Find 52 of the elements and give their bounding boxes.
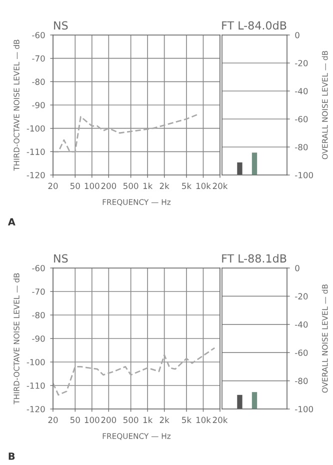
y-tick-label: -70 bbox=[32, 55, 45, 62]
x-tick-label: 200 bbox=[101, 416, 116, 424]
y-tick-label: -110 bbox=[26, 148, 45, 155]
text: B bbox=[8, 452, 15, 460]
y-tick-label: -70 bbox=[32, 288, 45, 295]
y-tick-label: -20 bbox=[295, 60, 308, 66]
y-tick-label: -80 bbox=[32, 312, 45, 318]
x-tick-label: 20k bbox=[212, 182, 228, 190]
x-tick-label: 500 bbox=[124, 416, 138, 424]
x-tick-label: 20 bbox=[48, 416, 58, 424]
x-tick-label: 200 bbox=[101, 182, 116, 190]
x-tick-label: 10k bbox=[196, 182, 211, 190]
y-tick-label: -80 bbox=[295, 378, 308, 384]
y-tick-label: -40 bbox=[295, 88, 308, 94]
x-tick-label: 500 bbox=[124, 182, 138, 190]
y-tick-label: -80 bbox=[295, 144, 308, 150]
y-tick-label: -40 bbox=[295, 321, 308, 328]
x-tick-label: 20k bbox=[212, 416, 228, 424]
y-tick-label: -110 bbox=[26, 382, 45, 389]
y-tick-label: -60 bbox=[295, 116, 308, 122]
y-tick-label: -100 bbox=[295, 406, 313, 412]
y-tick-label: -100 bbox=[295, 172, 313, 178]
x-tick-label: 50 bbox=[70, 416, 80, 424]
x-tick-label: 5k bbox=[182, 182, 192, 190]
x-tick-label: 2k bbox=[160, 182, 170, 189]
x-tick-label: 1k bbox=[143, 182, 153, 189]
chart-title: FT L-88.1dB bbox=[222, 254, 286, 263]
y-tick-label: -80 bbox=[32, 78, 45, 85]
y-tick-label: -60 bbox=[32, 32, 45, 38]
y-tick-label: -100 bbox=[26, 358, 45, 366]
chart-title: NS bbox=[54, 21, 68, 30]
x-tick-label: 100 bbox=[84, 416, 100, 424]
y-tick-label: -90 bbox=[32, 335, 45, 342]
x-tick-label: 5k bbox=[182, 416, 192, 424]
x-tick-label: 20 bbox=[48, 182, 58, 190]
chart-title: NS bbox=[54, 254, 68, 263]
y-tick-label: -20 bbox=[295, 293, 308, 300]
y-tick-label: -100 bbox=[26, 125, 45, 132]
text: A bbox=[8, 218, 16, 226]
y-tick-label: 0 bbox=[295, 264, 300, 272]
x-tick-label: 1k bbox=[143, 416, 153, 423]
y-tick-label: -60 bbox=[32, 264, 45, 272]
x-tick-label: 10k bbox=[196, 416, 211, 424]
chart-title: FT L-84.0dB bbox=[222, 21, 286, 30]
y-tick-label: -120 bbox=[26, 406, 45, 412]
y-tick-label: -120 bbox=[26, 172, 45, 178]
x-tick-label: 100 bbox=[84, 182, 100, 190]
y-tick-label: -60 bbox=[295, 350, 308, 356]
y-tick-label: 0 bbox=[295, 32, 300, 38]
x-tick-label: 50 bbox=[70, 182, 80, 190]
y-tick-label: -90 bbox=[32, 102, 45, 108]
x-tick-label: 2k bbox=[160, 416, 170, 423]
